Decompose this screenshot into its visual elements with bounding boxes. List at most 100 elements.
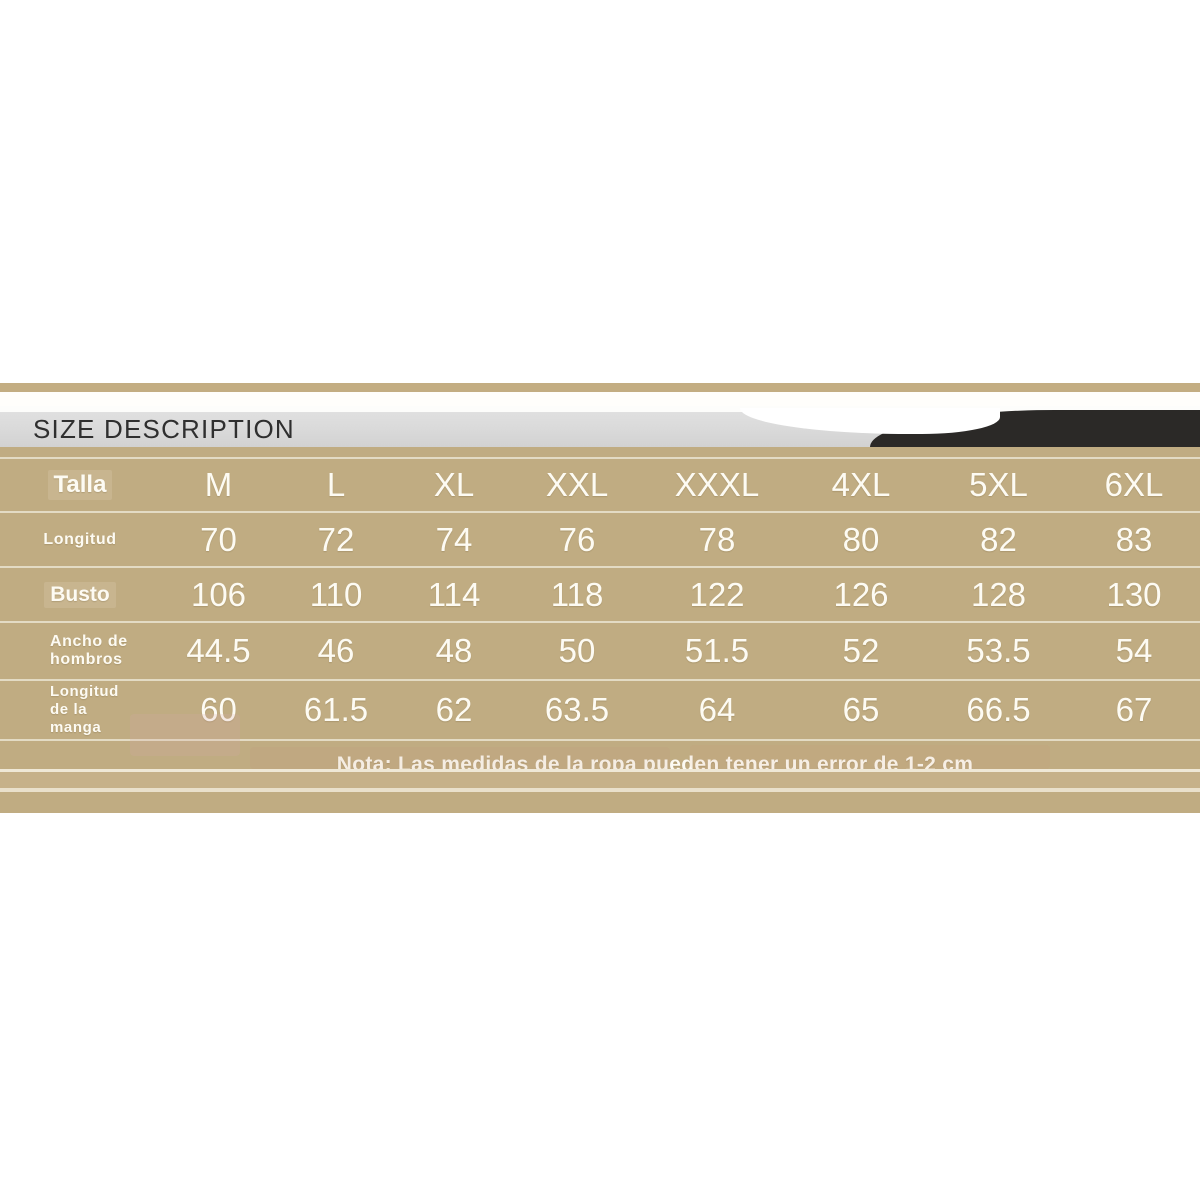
cell-busto-xxl: 118 <box>513 566 641 622</box>
cell-hombros-4xl: 52 <box>793 621 929 680</box>
cell-longitud-xl: 74 <box>395 511 513 567</box>
cell-manga-4xl: 65 <box>793 679 929 740</box>
header-cell-xxl: XXL <box>513 457 641 512</box>
table-row-longitud-de-la-manga: Longitud de la manga 60 61.5 62 63.5 64 … <box>0 679 1200 740</box>
size-description-banner: SIZE DESCRIPTION <box>0 406 1200 447</box>
cell-hombros-xxxl: 51.5 <box>641 621 793 680</box>
header-cell-xl: XL <box>395 457 513 512</box>
cell-busto-xl: 114 <box>395 566 513 622</box>
value: 46 <box>317 632 355 669</box>
value: 110 <box>309 575 363 613</box>
page-title: SIZE DESCRIPTION <box>33 414 295 444</box>
top-tan-strip <box>0 383 1200 392</box>
row-label-longitud-manga-cell: Longitud de la manga <box>0 679 160 740</box>
cell-longitud-xxl: 76 <box>513 511 641 567</box>
value: 82 <box>980 520 1017 558</box>
row-label-ancho-hombros-line1: Ancho de <box>50 633 128 651</box>
table-bottom-edge <box>0 788 1200 792</box>
value: 52 <box>842 632 880 669</box>
row-label-ancho-hombros-cell: Ancho de hombros <box>0 621 160 680</box>
top-white-gap <box>0 392 1200 406</box>
cell-busto-m: 106 <box>160 566 277 622</box>
size-label-xxxl: XXXL <box>674 466 760 503</box>
size-label-m: M <box>204 466 233 503</box>
row-label-longitud-cell: Longitud <box>0 511 160 567</box>
value: 44.5 <box>186 632 251 669</box>
header-cell-xxxl: XXXL <box>641 457 793 512</box>
value: 61.5 <box>303 691 369 728</box>
value: 83 <box>1115 520 1153 558</box>
row-label-busto: Busto <box>44 581 116 608</box>
cell-busto-l: 110 <box>277 566 395 622</box>
size-label-xl: XL <box>433 466 475 503</box>
value: 126 <box>833 575 889 613</box>
cell-longitud-6xl: 83 <box>1068 511 1200 567</box>
header-cell-m: M <box>160 457 277 512</box>
banner-white-highlight <box>0 406 1200 412</box>
size-label-5xl: 5XL <box>969 466 1028 503</box>
value: 67 <box>1115 691 1153 728</box>
value: 80 <box>842 520 880 558</box>
row-label-busto-cell: Busto <box>0 566 160 622</box>
header-cell-talla: Talla <box>0 457 160 512</box>
value: 72 <box>317 520 355 558</box>
value: 53.5 <box>966 632 1031 669</box>
value: 130 <box>1106 575 1162 613</box>
value: 74 <box>435 520 473 558</box>
cell-longitud-xxxl: 78 <box>641 511 793 567</box>
value: 60 <box>200 691 237 728</box>
size-chart-block: SIZE DESCRIPTION Talla M <box>0 383 1200 813</box>
cell-manga-xxxl: 64 <box>641 679 793 740</box>
cell-busto-xxxl: 122 <box>641 566 793 622</box>
cell-hombros-5xl: 53.5 <box>929 621 1068 680</box>
cell-manga-6xl: 67 <box>1068 679 1200 740</box>
value: 78 <box>698 520 736 558</box>
table-header-row: Talla M L XL XXL XXXL <box>0 457 1200 512</box>
value: 122 <box>689 575 745 613</box>
header-cell-l: L <box>277 457 395 512</box>
table-bottom-band <box>0 772 1200 788</box>
value: 70 <box>200 520 237 558</box>
size-label-6xl: 6XL <box>1104 466 1164 503</box>
value: 128 <box>970 575 1027 613</box>
table-row-busto: Busto 106 110 114 118 122 126 128 130 <box>0 566 1200 622</box>
cell-manga-xl: 62 <box>395 679 513 740</box>
table-row-longitud: Longitud 70 72 74 76 78 80 82 83 <box>0 511 1200 567</box>
row-label-longitud-manga-line2: de la <box>50 701 88 719</box>
header-label-talla: Talla <box>47 470 113 500</box>
size-measurements-table: Talla M L XL XXL XXXL <box>0 457 1200 789</box>
header-cell-5xl: 5XL <box>929 457 1068 512</box>
cell-hombros-m: 44.5 <box>160 621 277 680</box>
banner-swoosh-white-highlight <box>740 408 1000 434</box>
cell-manga-m: 60 <box>160 679 277 740</box>
cell-longitud-4xl: 80 <box>793 511 929 567</box>
row-label-longitud-manga-line3: manga <box>50 718 102 736</box>
cell-hombros-xxl: 50 <box>513 621 641 680</box>
value: 51.5 <box>684 632 750 669</box>
cell-busto-4xl: 126 <box>793 566 929 622</box>
value: 50 <box>558 632 596 669</box>
cell-longitud-m: 70 <box>160 511 277 567</box>
row-label-longitud: Longitud <box>43 530 117 548</box>
value: 64 <box>698 691 736 728</box>
size-label-4xl: 4XL <box>831 466 891 503</box>
value: 114 <box>427 575 481 613</box>
row-label-longitud-manga-line1: Longitud <box>50 683 119 701</box>
cell-hombros-l: 46 <box>277 621 395 680</box>
value: 63.5 <box>544 691 610 728</box>
size-label-xxl: XXL <box>545 466 609 503</box>
cell-longitud-l: 72 <box>277 511 395 567</box>
cell-hombros-6xl: 54 <box>1068 621 1200 680</box>
cell-busto-5xl: 128 <box>929 566 1068 622</box>
cell-manga-5xl: 66.5 <box>929 679 1068 740</box>
table-row-ancho-de-hombros: Ancho de hombros 44.5 46 48 50 51.5 52 5… <box>0 621 1200 680</box>
value: 118 <box>550 575 604 613</box>
size-label-l: L <box>326 466 346 503</box>
value: 48 <box>435 632 473 669</box>
cell-manga-xxl: 63.5 <box>513 679 641 740</box>
row-label-ancho-hombros-line2: hombros <box>50 651 123 668</box>
cell-busto-6xl: 130 <box>1068 566 1200 622</box>
value: 54 <box>1115 632 1153 669</box>
header-cell-6xl: 6XL <box>1068 457 1200 512</box>
